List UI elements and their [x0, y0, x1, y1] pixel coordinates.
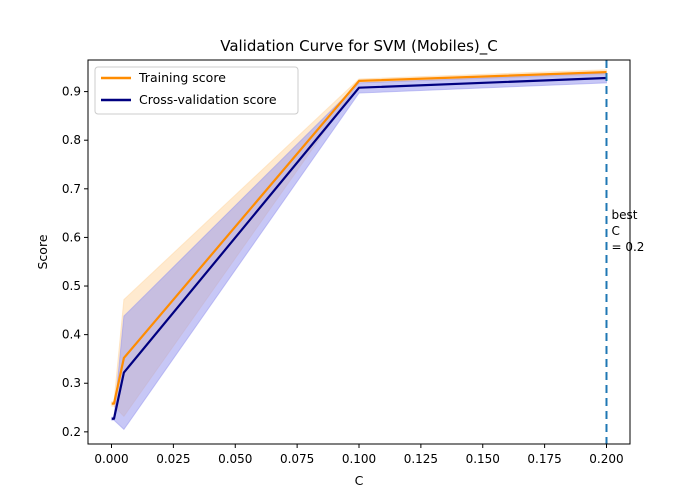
legend: Training score Cross-validation score: [94, 66, 299, 115]
x-tick-label: 0.050: [218, 452, 252, 466]
y-tick-label: 0.5: [62, 279, 81, 293]
band-cross-validation: [111, 72, 607, 431]
x-axis-ticks: 0.000 0.025 0.050 0.075 0.100 0.125 0.150 0.175…: [94, 444, 624, 466]
y-tick-label: 0.4: [62, 328, 81, 342]
x-axis-label: C: [355, 473, 364, 488]
x-tick-label: 0.125: [404, 452, 438, 466]
y-axis-ticks: 0.2 0.3 0.4 0.5 0.6 0.7 0.8 0.9: [62, 85, 88, 439]
x-tick-label: 0.075: [280, 452, 314, 466]
x-tick-label: 0.200: [589, 452, 623, 466]
y-tick-label: 0.7: [62, 182, 81, 196]
line-cross-validation: [111, 76, 607, 420]
best-c-annotation: best C = 0.2: [611, 208, 644, 254]
annotation-line: best: [611, 208, 637, 222]
y-tick-label: 0.8: [62, 133, 81, 147]
x-tick-label: 0.100: [342, 452, 376, 466]
line-training: [111, 71, 607, 405]
x-tick-label: 0.150: [466, 452, 500, 466]
legend-box: [94, 66, 299, 115]
chart-title: Validation Curve for SVM (Mobiles)_C: [220, 37, 497, 56]
y-axis-label: Score: [35, 234, 50, 269]
x-tick-label: 0.175: [527, 452, 561, 466]
legend-label-training: Training score: [138, 70, 226, 85]
y-tick-label: 0.2: [62, 425, 81, 439]
annotation-line: C: [611, 224, 619, 238]
y-tick-label: 0.6: [62, 230, 81, 244]
x-tick-label: 0.025: [156, 452, 190, 466]
annotation-line: = 0.2: [611, 240, 644, 254]
y-tick-label: 0.9: [62, 85, 81, 99]
x-tick-label: 0.000: [94, 452, 128, 466]
y-tick-label: 0.3: [62, 376, 81, 390]
legend-label-cross-validation: Cross-validation score: [139, 92, 277, 107]
series-lines: [111, 71, 607, 420]
